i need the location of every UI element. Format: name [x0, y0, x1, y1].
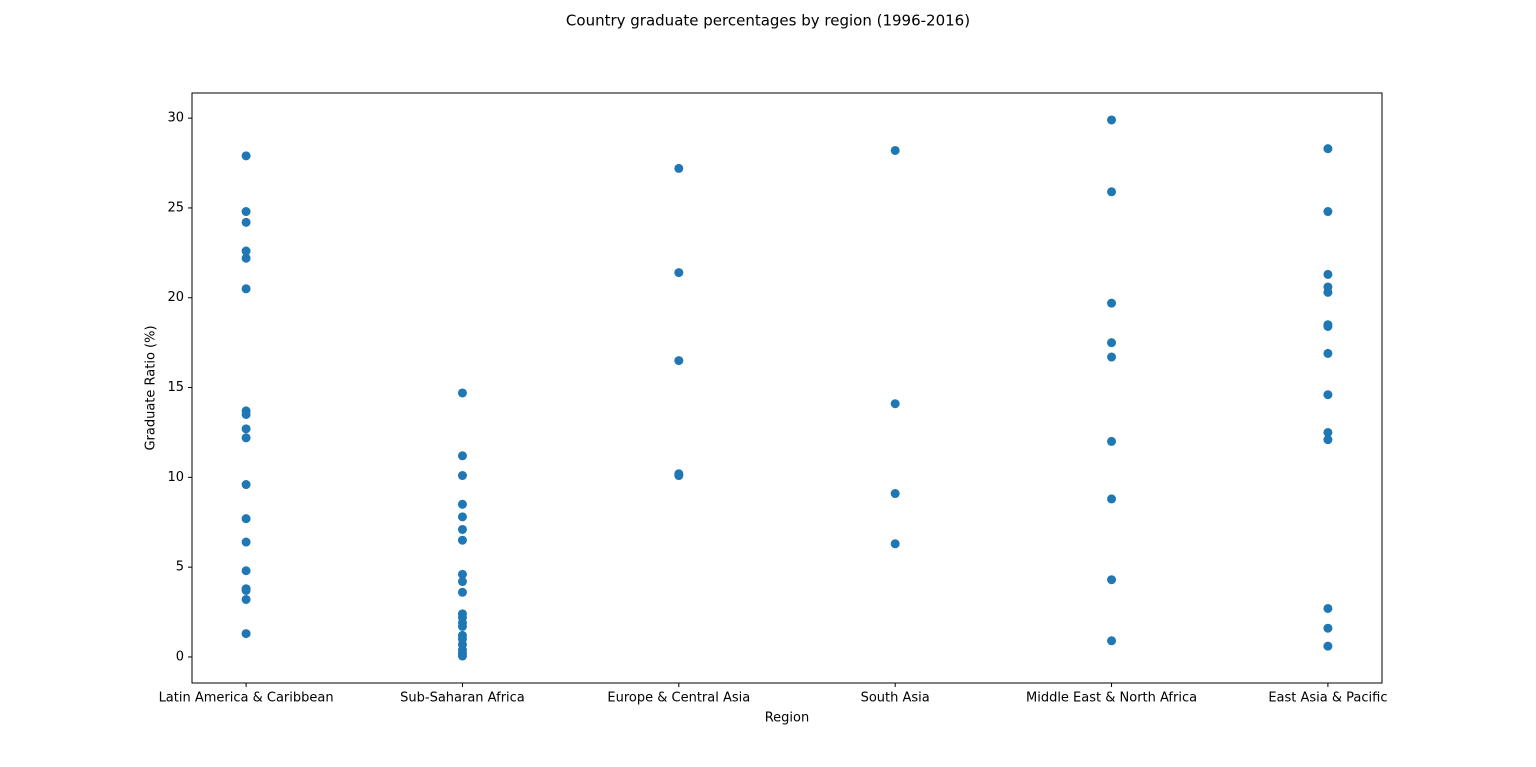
data-point [457, 577, 467, 587]
data-point [1107, 636, 1117, 646]
x-tick-label: Middle East & North Africa [1026, 691, 1197, 706]
data-point [1323, 348, 1333, 358]
data-point [457, 587, 467, 597]
data-point [1323, 269, 1333, 279]
data-point [1107, 352, 1117, 362]
data-point [457, 512, 467, 522]
data-point [1107, 494, 1117, 504]
data-point [457, 535, 467, 545]
y-tick-label: 5 [176, 560, 184, 575]
y-axis-label: Graduate Ratio (%) [144, 325, 159, 450]
data-point [241, 586, 251, 596]
data-point [1107, 298, 1117, 308]
data-point [457, 651, 467, 661]
data-point [241, 246, 251, 256]
data-point [1323, 207, 1333, 217]
data-point [1323, 603, 1333, 613]
y-tick-label: 15 [167, 380, 184, 395]
data-point [1323, 144, 1333, 154]
y-tick-label: 0 [176, 649, 184, 664]
data-point [241, 514, 251, 524]
data-point [1107, 115, 1117, 125]
x-tick-label: South Asia [861, 691, 930, 706]
data-point [457, 451, 467, 461]
data-point [241, 433, 251, 443]
data-point [241, 151, 251, 161]
data-point [1323, 641, 1333, 651]
data-point [1323, 390, 1333, 400]
x-axis-label: Region [765, 711, 810, 726]
data-point [457, 569, 467, 579]
data-point [674, 356, 684, 366]
data-point [890, 399, 900, 409]
data-point [1323, 321, 1333, 331]
data-point [1107, 436, 1117, 446]
data-point [241, 284, 251, 294]
x-tick-label: Sub-Saharan Africa [400, 691, 525, 706]
data-point [241, 424, 251, 434]
data-point [457, 524, 467, 534]
x-tick-label: Europe & Central Asia [607, 691, 750, 706]
data-point [674, 471, 684, 481]
data-point [241, 566, 251, 576]
data-point [457, 388, 467, 398]
chart-title: Country graduate percentages by region (… [566, 12, 970, 30]
data-point [241, 629, 251, 639]
data-point [241, 594, 251, 604]
data-point [1107, 338, 1117, 348]
data-point [241, 207, 251, 217]
data-point [890, 145, 900, 155]
data-point [457, 499, 467, 509]
data-point [1107, 187, 1117, 197]
data-point [1323, 623, 1333, 633]
x-tick-label: Latin America & Caribbean [159, 691, 334, 706]
y-tick-label: 25 [167, 200, 184, 215]
y-tick-label: 30 [167, 111, 184, 126]
y-tick-label: 20 [167, 290, 184, 305]
data-point [1323, 435, 1333, 445]
data-point [457, 471, 467, 481]
y-tick-label: 10 [167, 470, 184, 485]
data-point [1107, 575, 1117, 585]
data-point [674, 163, 684, 173]
data-point [457, 621, 467, 631]
data-point [1323, 287, 1333, 297]
data-point [890, 539, 900, 549]
data-point [674, 268, 684, 278]
data-point [241, 217, 251, 227]
data-point [1323, 427, 1333, 437]
data-point [241, 537, 251, 547]
data-point [241, 480, 251, 490]
data-point [890, 489, 900, 499]
data-point [241, 253, 251, 263]
data-point [241, 409, 251, 419]
x-tick-label: East Asia & Pacific [1268, 691, 1387, 706]
